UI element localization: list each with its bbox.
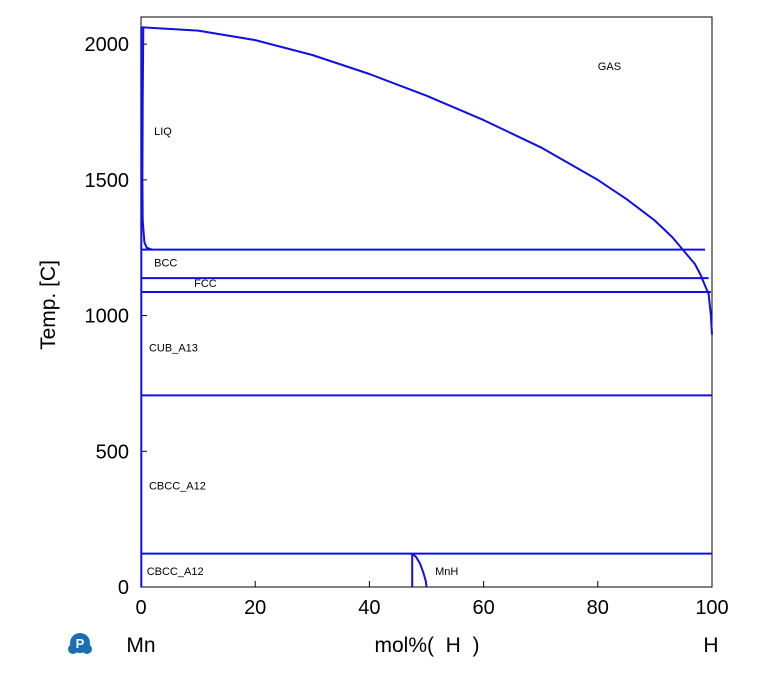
x-tick-label: 60: [472, 597, 494, 619]
x-tick-label: 100: [695, 597, 728, 619]
phase-boundary-line: [411, 552, 428, 588]
x-tick-label: 80: [587, 597, 609, 619]
y-tick-label: 500: [96, 441, 129, 463]
y-axis-label: Temp. [C]: [37, 260, 60, 350]
phase-region-label: GAS: [598, 61, 621, 73]
left-component-label: Mn: [126, 634, 155, 657]
y-tick-label: 0: [118, 577, 129, 599]
phase-region-label: BCC: [154, 258, 177, 270]
phase-region-label: CBCC_A12: [149, 480, 206, 492]
y-tick-label: 2000: [85, 34, 130, 56]
plot-frame: [140, 16, 713, 588]
y-tick-label: 1000: [85, 306, 130, 328]
x-tick-label: 40: [358, 597, 380, 619]
x-tick-label: 0: [135, 597, 146, 619]
phase-boundary-line: [140, 26, 713, 335]
logo-icon: P: [68, 633, 92, 654]
phase-region-label: FCC: [194, 278, 217, 290]
y-tick-label: 1500: [85, 170, 130, 192]
x-tick-label: 20: [244, 597, 266, 619]
phase-region-label: CBCC_A12: [147, 566, 204, 578]
right-component-label: H: [703, 634, 718, 657]
phase-region-label: MnH: [435, 566, 458, 578]
phase-boundary-line: [141, 27, 153, 251]
phase-region-label: CUB_A13: [149, 342, 198, 354]
svg-text:P: P: [76, 636, 85, 651]
x-axis-label: mol%( H ): [375, 634, 480, 657]
phase-region-label: LIQ: [154, 126, 172, 138]
